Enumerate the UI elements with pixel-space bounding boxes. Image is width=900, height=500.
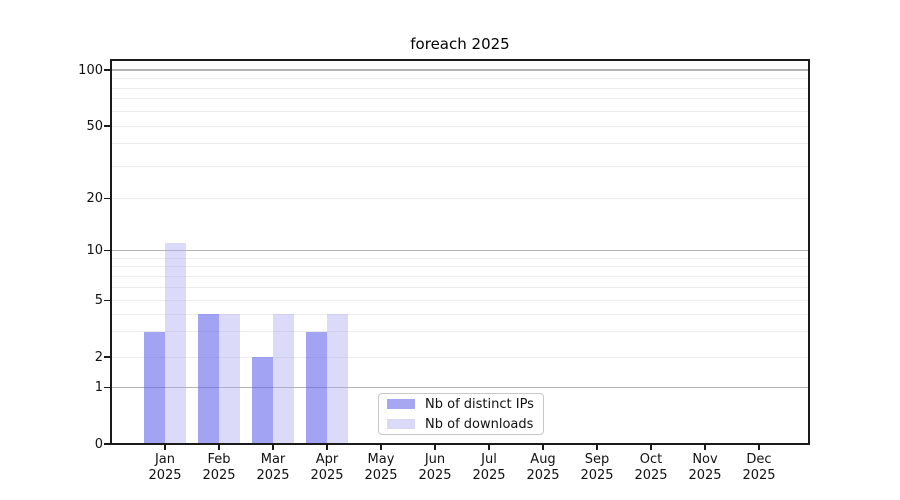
gridline-minor [112,266,808,268]
gridline-minor [112,257,808,259]
axis-spine-left [110,59,112,445]
bar-nb-of-downloads [165,243,186,443]
y-tick-label: 2 [94,349,103,365]
y-tick [104,197,110,200]
x-tick [326,445,328,450]
y-tick [104,356,110,358]
gridline-minor [112,331,808,333]
x-tick [380,445,382,450]
bar-nb-of-distinct-ips [198,314,219,443]
x-tick-label: Sep 2025 [580,452,614,483]
legend-item-distinct-ips: Nb of distinct IPs [387,396,543,413]
gridline-minor [112,286,808,288]
legend-label-downloads: Nb of downloads [425,416,534,432]
gridline-minor [112,87,808,89]
x-tick [164,445,166,450]
y-tick-label: 0 [94,436,103,452]
x-tick [542,445,544,450]
y-tick-label: 100 [78,62,103,78]
gridline-major [112,249,808,252]
legend-label-distinct-ips: Nb of distinct IPs [425,396,534,412]
y-tick [104,386,110,389]
axis-spine-right [808,59,810,445]
x-tick-label: Jul 2025 [472,452,506,483]
legend-swatch-downloads [387,419,415,429]
y-tick-label: 50 [86,118,103,134]
axis-spine-top [110,59,810,61]
y-tick-label: 1 [94,380,103,395]
legend-swatch-distinct-ips [387,399,415,409]
bar-nb-of-downloads [219,314,240,443]
y-tick [104,249,110,252]
legend: Nb of distinct IPs Nb of downloads [378,393,544,435]
y-tick [104,299,110,302]
gridline-minor [112,98,808,100]
gridline-minor [112,300,808,301]
x-tick-label: Feb 2025 [202,452,236,483]
gridline-major [112,69,808,71]
x-tick-label: Mar 2025 [256,452,290,483]
x-tick [488,445,490,450]
gridline-minor [112,110,808,112]
y-tick [104,125,110,127]
bar-nb-of-distinct-ips [144,331,165,443]
gridline-minor [112,313,808,315]
bar-nb-of-distinct-ips [306,331,327,443]
gridline-major [112,386,808,389]
bar-nb-of-downloads [273,314,294,443]
x-tick [650,445,652,450]
x-tick-label: Jan 2025 [148,452,182,483]
gridline-minor [112,356,808,358]
x-tick [596,445,598,450]
x-tick-label: Nov 2025 [688,452,722,483]
y-tick-label: 10 [86,243,103,258]
x-tick [758,445,760,450]
gridline-minor [112,125,808,127]
x-tick [704,445,706,450]
y-tick-label: 20 [86,191,103,206]
gridline-minor [112,143,808,145]
gridline-minor [112,198,808,199]
x-tick-label: Aug 2025 [526,452,560,483]
x-tick [434,445,436,450]
gridline-minor [112,275,808,277]
y-tick [104,443,110,445]
y-tick [104,69,110,71]
x-tick-label: May 2025 [364,452,398,483]
x-tick [272,445,274,450]
x-tick-label: Apr 2025 [310,452,344,483]
axis-spine-bottom [110,443,810,445]
x-tick-label: Jun 2025 [418,452,452,483]
x-tick [218,445,220,450]
bar-nb-of-distinct-ips [252,357,273,443]
y-tick-label: 5 [94,293,103,308]
bar-nb-of-downloads [327,314,348,443]
chart-title: foreach 2025 [410,35,510,53]
gridline-minor [112,78,808,79]
legend-item-downloads: Nb of downloads [387,416,543,433]
x-tick-label: Dec 2025 [742,452,776,483]
x-tick-label: Oct 2025 [634,452,668,483]
gridline-minor [112,165,808,167]
